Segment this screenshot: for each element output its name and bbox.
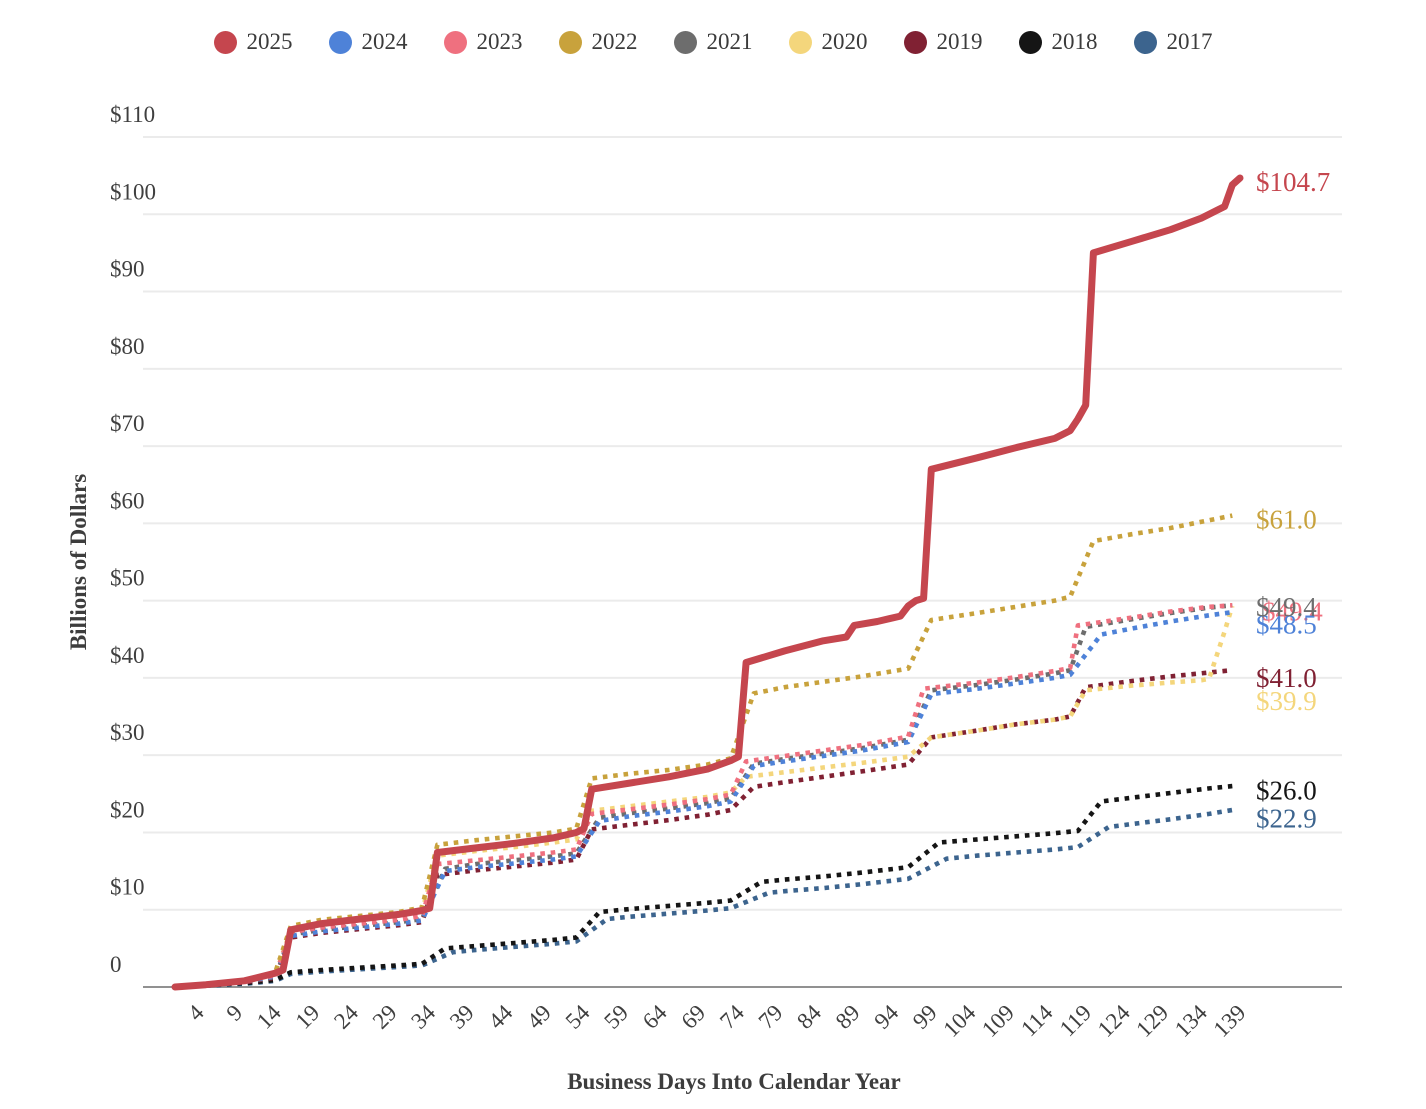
end-label-2023: $49.4 [1262,596,1323,626]
y-tick-label: $90 [110,257,145,282]
end-label-2017: $22.9 [1256,804,1317,834]
x-tick-label: 39 [445,1000,479,1034]
legend-item-2017: 2017 [1133,29,1213,55]
x-tick-label: 14 [252,1000,286,1034]
legend-dot [443,30,467,54]
legend-item-2018: 2018 [1018,29,1098,55]
legend-label: 2021 [706,29,753,54]
series-line-2020 [174,605,1235,990]
y-tick-label: $10 [110,875,145,900]
series-line-2021 [174,603,1233,990]
x-tick-label: 74 [715,1000,749,1034]
x-tick-label: 119 [1055,1000,1096,1041]
end-label-2022: $61.0 [1256,505,1317,535]
x-tick-label: 109 [977,1000,1019,1042]
legend-label: 2019 [936,29,983,54]
x-tick-label: 4 [183,1000,209,1026]
y-tick-label: $30 [110,720,145,745]
legend-item-2024: 2024 [328,29,408,55]
y-tick-label: $50 [110,566,145,591]
x-tick-label: 99 [908,1000,942,1034]
x-tick-label: 84 [792,1000,826,1034]
x-tick-label: 89 [831,1000,865,1034]
x-tick-label: 124 [1093,1000,1135,1042]
y-tick-label: 0 [110,952,122,977]
series-line-2024 [174,609,1233,990]
legend-dot [1018,30,1042,54]
x-tick-label: 34 [406,1000,440,1034]
x-axis-tick-labels: 4 9 14 19 24 29 34 39 44 49 54 59 64 69 74 79 84 89 94 9910… [183,1000,1251,1042]
y-tick-label: $20 [110,797,145,822]
x-tick-label: 114 [1016,1000,1058,1042]
legend-item-2025: 2025 [213,29,293,55]
x-axis-title: Business Days Into Calendar Year [567,1069,901,1094]
x-tick-label: 94 [869,1000,903,1034]
y-tick-label: $70 [110,411,145,436]
legend-item-2021: 2021 [673,29,753,55]
legend-dot [673,30,697,54]
legend-label: 2024 [361,29,408,54]
y-axis-title: Billions of Dollars [66,474,91,650]
legend-dot [788,30,812,54]
x-tick-label: 64 [638,1000,672,1034]
y-tick-label: $60 [110,488,145,513]
x-tick-label: 49 [522,1000,556,1034]
series-line-2017 [174,807,1233,990]
legend-item-2022: 2022 [558,29,638,55]
chart-legend: 2025 2024 2023 2022 2021 2020 2019 2018 2017 [0,20,1426,64]
series-line-2022 [174,513,1233,990]
legend-item-2023: 2023 [443,29,523,55]
legend-label: 2023 [476,29,523,54]
legend-dot [213,30,237,54]
series-line-2023 [174,603,1233,990]
legend-label: 2018 [1051,29,1098,54]
series-lines [171,174,1244,991]
gridlines [143,136,1342,988]
x-tick-label: 9 [221,1000,247,1026]
series-line-2019 [174,667,1233,990]
series-line-2018 [174,783,1233,990]
x-tick-label: 24 [329,1000,363,1034]
legend-dot [328,30,352,54]
end-label-2018: $26.0 [1256,776,1317,806]
legend-dot [903,30,927,54]
end-label-2024: $48.5 [1256,610,1317,640]
x-tick-label: 134 [1170,1000,1212,1042]
x-tick-label: 104 [938,1000,980,1042]
series-end-labels: $39.9$41.0 $49.4$48.5$49.4 $61.0 $104.7 $26.… [1256,167,1330,834]
x-tick-label: 129 [1131,1000,1173,1042]
y-tick-label: $100 [110,179,156,204]
legend-dot [558,30,582,54]
x-tick-label: 59 [599,1000,633,1034]
x-tick-label: 69 [676,1000,710,1034]
series-line-2025 [171,174,1244,991]
legend-item-2019: 2019 [903,29,983,55]
legend-dot [1133,30,1157,54]
end-label-2025: $104.7 [1256,167,1330,197]
end-label-2019: $41.0 [1256,663,1317,693]
legend-label: 2022 [591,29,638,54]
x-tick-label: 139 [1208,1000,1250,1042]
x-tick-label: 54 [561,1000,595,1034]
y-tick-label: $80 [110,334,145,359]
y-tick-label: $110 [110,102,155,127]
legend-label: 2020 [821,29,868,54]
x-tick-label: 29 [368,1000,402,1034]
x-tick-label: 19 [291,1000,325,1034]
legend-label: 2025 [246,29,293,54]
x-tick-label: 79 [754,1000,788,1034]
x-tick-label: 44 [483,1000,517,1034]
end-label-2021: $49.4 [1256,592,1317,622]
y-tick-label: $40 [110,643,145,668]
y-axis-tick-labels: 0 $10 $20 $30 $40 $50 $60 $70 $80 $90 $100 $110 [110,102,156,977]
end-label-2020: $39.9 [1256,686,1317,716]
legend-label: 2017 [1166,29,1213,54]
legend-item-2020: 2020 [788,29,868,55]
